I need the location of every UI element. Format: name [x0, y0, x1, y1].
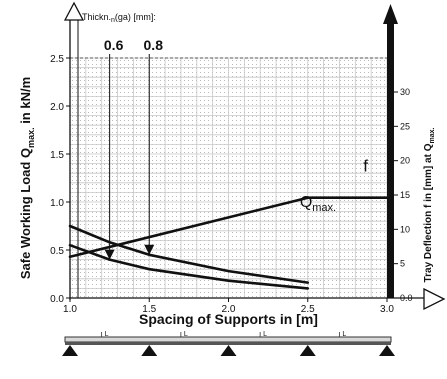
x-tick-label: 2.0 [222, 304, 236, 315]
thickness-leader-arrow [144, 244, 155, 255]
support-triangle [220, 345, 237, 356]
y2-tick-label: 30 [400, 87, 410, 97]
series-line-q06 [68, 243, 310, 290]
tray-beam [64, 336, 392, 343]
y-tick-label: 1.5 [50, 150, 64, 161]
y2-tick-label: 10 [400, 224, 410, 234]
thickness-header-label: Thickn.n(ga) [mm]: [82, 12, 156, 24]
support-triangle [379, 345, 395, 356]
y-tick-label: 1.0 [50, 198, 64, 209]
x-axis-arrow-head [423, 287, 446, 311]
y2-tick-label: 15 [400, 190, 410, 200]
thickness-value-label: 0.6 [104, 37, 124, 53]
y-tick-label: 2.5 [50, 54, 64, 65]
x-tick-label: 1.5 [142, 304, 156, 315]
y2-tick-label: 5 [400, 259, 405, 269]
annotation-qmax: Qmax. [300, 194, 336, 214]
y2-axis-title: Tray Deflection f in [mm] at Qmax. [423, 128, 436, 283]
y-tick-label: 0.5 [50, 246, 64, 257]
thickness-value-label: 0.8 [144, 37, 164, 53]
x-tick-label: 1.0 [63, 304, 77, 315]
support-triangle [62, 345, 78, 356]
annotation-f: f [363, 156, 368, 175]
thickness-leader-arrow [104, 249, 115, 260]
support-triangle [299, 345, 316, 356]
y-axis-title: Safe Working Load Qmax. in kN/m [18, 77, 36, 279]
support-triangle [141, 345, 158, 356]
x-tick-label: 2.5 [301, 304, 315, 315]
y-tick-label: 2.0 [50, 102, 64, 113]
y2-tick-label: 20 [400, 156, 410, 166]
series-line-q08 [68, 224, 310, 284]
span-label: L [105, 331, 109, 338]
x-tick-label: 3.0 [380, 304, 394, 315]
y2-axis-arrow-head [383, 4, 398, 24]
x-axis-title: Spacing of Supports in [m] [139, 311, 318, 327]
tray-beam-shadow [65, 342, 391, 345]
y-tick-label: 0.0 [50, 294, 64, 305]
span-label: L [184, 331, 188, 338]
span-label: L [263, 331, 267, 338]
span-label: L [342, 331, 346, 338]
y2-tick-label: 25 [400, 121, 410, 131]
y2-tick-label: 0.0 [400, 293, 413, 303]
y2-axis-bar [387, 22, 394, 298]
y-axis-arrow-head [63, 1, 85, 21]
